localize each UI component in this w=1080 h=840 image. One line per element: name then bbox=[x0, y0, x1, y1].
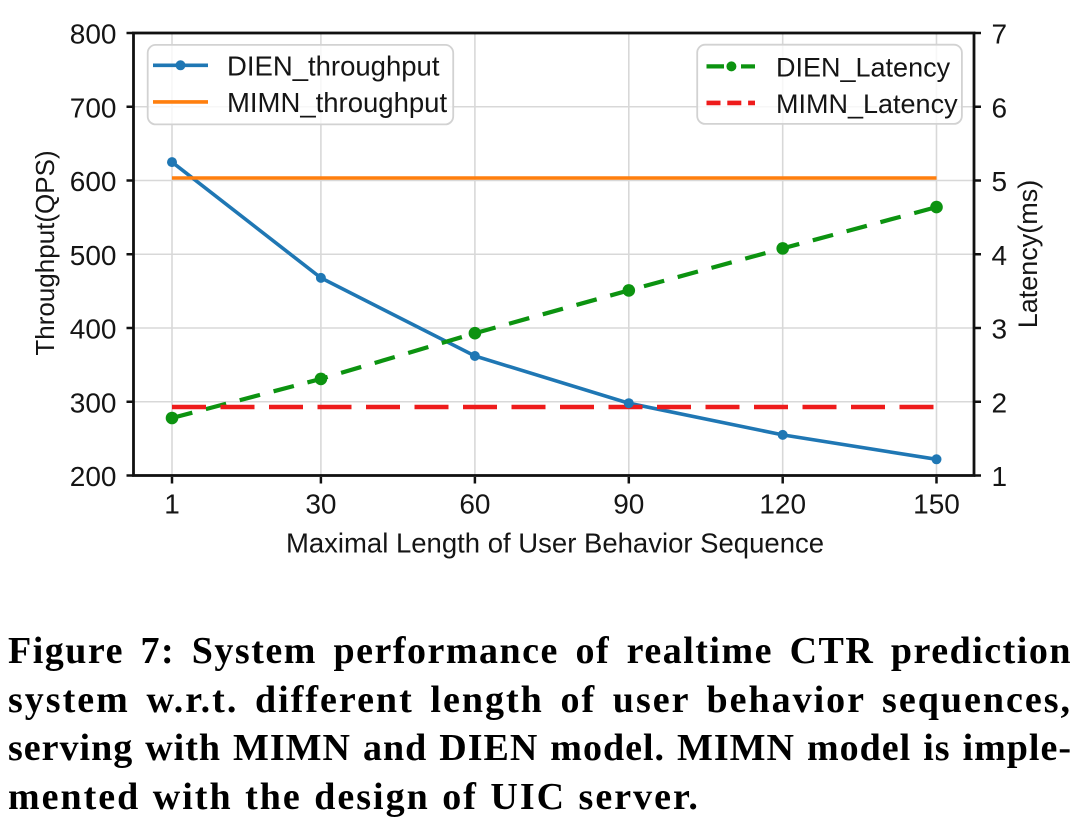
svg-text:DIEN_Latency: DIEN_Latency bbox=[776, 53, 951, 83]
svg-text:4: 4 bbox=[992, 240, 1008, 271]
svg-text:150: 150 bbox=[913, 489, 960, 520]
svg-text:Maximal Length of User Behavio: Maximal Length of User Behavior Sequence bbox=[286, 528, 824, 559]
svg-text:400: 400 bbox=[70, 314, 117, 345]
svg-text:200: 200 bbox=[70, 461, 117, 492]
svg-text:7: 7 bbox=[992, 19, 1008, 50]
svg-text:120: 120 bbox=[759, 489, 806, 520]
svg-text:1: 1 bbox=[992, 461, 1008, 492]
svg-text:MIMN_Latency: MIMN_Latency bbox=[776, 89, 958, 119]
svg-text:Latency(ms): Latency(ms) bbox=[1013, 180, 1043, 329]
svg-text:1: 1 bbox=[164, 489, 180, 520]
svg-text:2: 2 bbox=[992, 387, 1008, 418]
svg-text:5: 5 bbox=[992, 166, 1008, 197]
svg-text:90: 90 bbox=[613, 489, 644, 520]
svg-text:800: 800 bbox=[70, 19, 117, 50]
svg-text:6: 6 bbox=[992, 92, 1008, 123]
svg-text:DIEN_throughput: DIEN_throughput bbox=[227, 51, 440, 82]
svg-text:Throughput(QPS): Throughput(QPS) bbox=[30, 150, 60, 355]
svg-text:700: 700 bbox=[70, 92, 117, 123]
svg-text:300: 300 bbox=[70, 387, 117, 418]
svg-text:3: 3 bbox=[992, 314, 1008, 345]
svg-text:500: 500 bbox=[70, 240, 117, 271]
svg-text:600: 600 bbox=[70, 166, 117, 197]
svg-text:60: 60 bbox=[459, 489, 490, 520]
svg-text:MIMN_throughput: MIMN_throughput bbox=[227, 87, 447, 118]
svg-text:30: 30 bbox=[305, 489, 336, 520]
